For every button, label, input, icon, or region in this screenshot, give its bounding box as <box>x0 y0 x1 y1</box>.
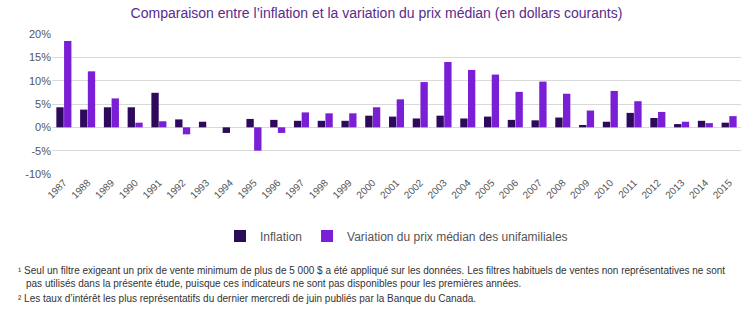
html-text:¹ Seul un filtre exigeant un p: ¹ Seul un filtre exigeant un prix de ven… <box>18 265 726 289</box>
svg-text:1988: 1988 <box>69 177 93 201</box>
svg-text:2014: 2014 <box>687 177 711 201</box>
svg-text:-5%: -5% <box>31 145 51 157</box>
svg-text:1993: 1993 <box>188 177 212 201</box>
svg-text:2000: 2000 <box>354 177 378 201</box>
svg-text:2002: 2002 <box>402 177 426 201</box>
svg-text:-10%: -10% <box>25 168 51 180</box>
svg-text:2005: 2005 <box>473 177 497 201</box>
svg-text:15%: 15% <box>29 51 51 63</box>
svg-text:1987: 1987 <box>45 177 69 201</box>
svg-text:1997: 1997 <box>283 177 307 201</box>
svg-text:1991: 1991 <box>140 177 164 201</box>
svg-text:2006: 2006 <box>497 177 521 201</box>
svg-text:20%: 20% <box>29 28 51 40</box>
svg-text:2015: 2015 <box>711 177 735 201</box>
html-text:² Les taux d’intérêt les plus: ² Les taux d’intérêt les plus représenta… <box>18 293 476 304</box>
svg-text:Comparaison entre l’inflation: Comparaison entre l’inflation et la vari… <box>131 5 623 21</box>
svg-text:1996: 1996 <box>259 177 283 201</box>
svg-text:Variation du prix médian des u: Variation du prix médian des unifamilial… <box>347 230 568 244</box>
svg-text:10%: 10% <box>29 75 51 87</box>
svg-text:0%: 0% <box>35 121 51 133</box>
svg-text:2011: 2011 <box>616 177 639 200</box>
svg-text:5%: 5% <box>35 98 51 110</box>
svg-text:1990: 1990 <box>117 177 141 201</box>
svg-text:2008: 2008 <box>544 177 568 201</box>
svg-text:1989: 1989 <box>93 177 117 201</box>
svg-text:1992: 1992 <box>164 177 188 201</box>
svg-text:1998: 1998 <box>307 177 331 201</box>
svg-text:2007: 2007 <box>520 177 544 201</box>
svg-text:2010: 2010 <box>592 177 616 201</box>
svg-text:2004: 2004 <box>449 177 473 201</box>
svg-text:2001: 2001 <box>378 177 402 201</box>
svg-text:1994: 1994 <box>212 177 236 201</box>
svg-text:2013: 2013 <box>663 177 687 201</box>
svg-text:2003: 2003 <box>425 177 449 201</box>
svg-text:Inflation: Inflation <box>260 230 302 244</box>
svg-text:2009: 2009 <box>568 177 592 201</box>
svg-text:2012: 2012 <box>639 177 663 201</box>
svg-text:1995: 1995 <box>235 177 259 201</box>
svg-text:1999: 1999 <box>330 177 354 201</box>
